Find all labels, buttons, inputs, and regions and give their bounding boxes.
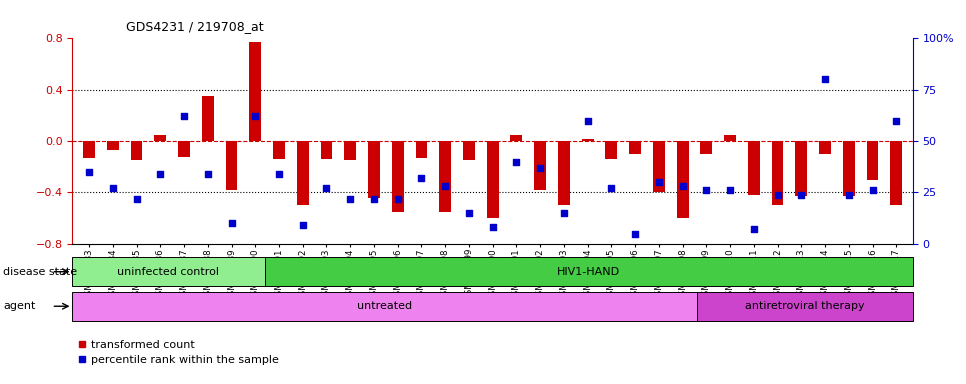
Point <box>295 222 310 228</box>
Point <box>817 76 833 83</box>
Point <box>413 175 429 181</box>
Point <box>889 118 904 124</box>
Text: HIV1-HAND: HIV1-HAND <box>557 266 620 277</box>
Point <box>390 195 406 202</box>
Point <box>770 192 785 198</box>
Point <box>675 183 691 189</box>
Bar <box>696 292 913 321</box>
Bar <box>415 141 427 158</box>
Bar <box>842 141 855 196</box>
Point <box>319 185 334 192</box>
Bar <box>368 141 380 198</box>
Bar <box>510 135 523 141</box>
Bar <box>795 141 808 196</box>
Legend: transformed count, percentile rank within the sample: transformed count, percentile rank withi… <box>78 339 279 366</box>
Point <box>627 230 642 237</box>
Point <box>580 118 595 124</box>
Text: antiretroviral therapy: antiretroviral therapy <box>745 301 865 311</box>
Point <box>438 183 453 189</box>
Text: untreated: untreated <box>357 301 412 311</box>
Bar <box>582 139 593 141</box>
Bar <box>819 141 831 154</box>
Point <box>271 171 287 177</box>
Bar <box>155 135 166 141</box>
Point <box>485 224 500 230</box>
Bar <box>772 141 783 205</box>
Bar <box>72 257 265 286</box>
Bar <box>130 141 143 161</box>
Bar <box>107 141 119 150</box>
Point <box>556 210 572 216</box>
Bar <box>392 141 404 212</box>
Bar <box>558 141 570 205</box>
Point <box>128 195 144 202</box>
Point <box>105 185 121 192</box>
Bar <box>606 141 617 159</box>
Text: GDS4231 / 219708_at: GDS4231 / 219708_at <box>126 20 263 33</box>
Point <box>366 195 382 202</box>
Point <box>532 165 548 171</box>
Bar <box>891 141 902 205</box>
Point <box>224 220 240 227</box>
Bar <box>297 141 309 205</box>
Point <box>153 171 168 177</box>
Point <box>177 113 192 119</box>
Bar <box>629 141 641 154</box>
Point <box>793 192 809 198</box>
Point <box>746 227 761 233</box>
Text: disease state: disease state <box>3 266 77 277</box>
Bar <box>83 141 95 158</box>
Bar <box>273 141 285 159</box>
Bar <box>724 135 736 141</box>
Bar <box>202 96 213 141</box>
Point <box>81 169 97 175</box>
Text: uninfected control: uninfected control <box>118 266 219 277</box>
Bar <box>653 141 665 192</box>
Bar <box>265 257 913 286</box>
Point <box>651 179 667 185</box>
Bar <box>534 141 546 190</box>
Text: agent: agent <box>3 301 36 311</box>
Bar <box>440 141 451 212</box>
Bar <box>344 141 356 161</box>
Bar <box>867 141 878 180</box>
Bar <box>676 141 689 218</box>
Point <box>343 195 358 202</box>
Point <box>604 185 619 192</box>
Point <box>698 187 714 194</box>
Bar <box>321 141 332 159</box>
Bar <box>463 141 475 161</box>
Point <box>841 192 857 198</box>
Point <box>865 187 880 194</box>
Point <box>200 171 215 177</box>
Point <box>461 210 476 216</box>
Bar <box>748 141 759 195</box>
Bar <box>72 292 696 321</box>
Point <box>723 187 738 194</box>
Bar <box>487 141 498 218</box>
Point <box>509 159 525 165</box>
Point <box>247 113 263 119</box>
Bar <box>178 141 190 157</box>
Bar <box>700 141 712 154</box>
Bar <box>226 141 238 190</box>
Bar <box>249 42 261 141</box>
